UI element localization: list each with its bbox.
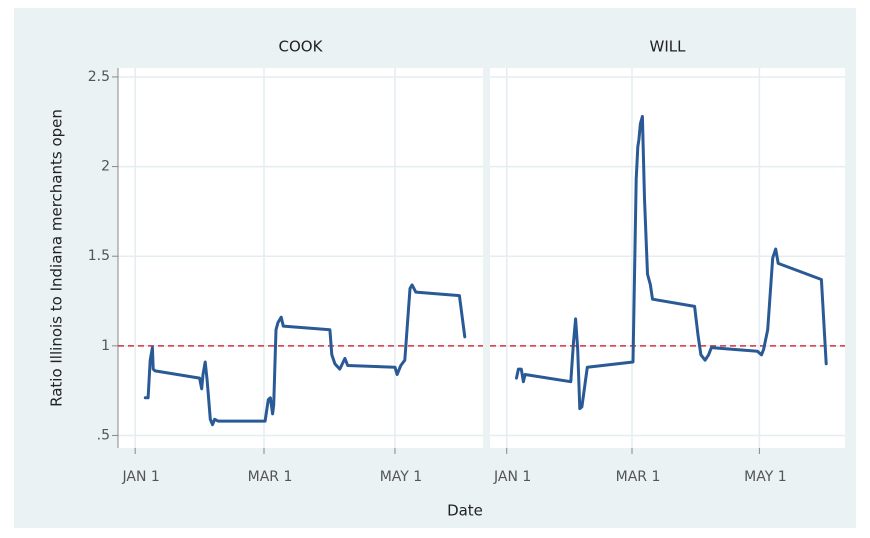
- y-axis-label: Ratio Illinois to Indiana merchants open: [48, 109, 66, 407]
- y-tick-label: 2: [101, 159, 110, 175]
- x-tick-label: JAN 1: [122, 469, 160, 485]
- y-tick-label: 2.5: [88, 69, 110, 85]
- panel-title: COOK: [279, 38, 324, 56]
- data-line: [143, 283, 467, 427]
- x-tick-label: MAR 1: [248, 469, 293, 485]
- data-line: [515, 114, 828, 411]
- panel-background: [490, 68, 845, 448]
- x-tick-label: MAY 1: [744, 469, 786, 485]
- x-tick-label: MAY 1: [380, 469, 422, 485]
- y-tick-label: 1.5: [88, 248, 110, 264]
- x-axis-label: Date: [447, 502, 483, 520]
- x-tick-label: MAR 1: [616, 469, 661, 485]
- x-tick-label: JAN 1: [493, 469, 531, 485]
- y-tick-label: .5: [97, 427, 110, 443]
- panel-title: WILL: [650, 38, 687, 56]
- y-tick-label: 1: [101, 338, 110, 354]
- panel-background: [118, 68, 483, 448]
